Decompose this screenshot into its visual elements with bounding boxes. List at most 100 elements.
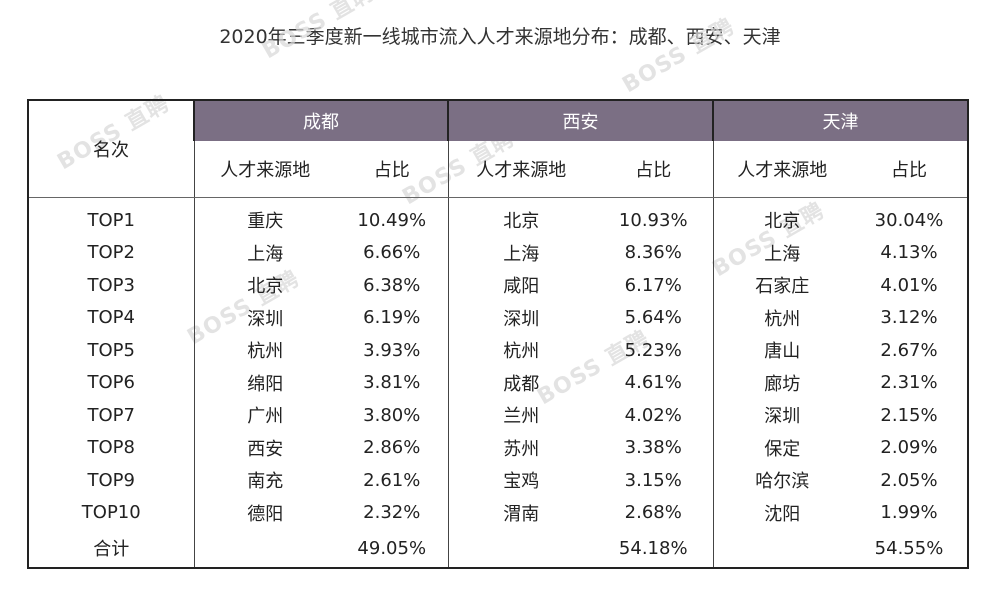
- rank-cell: TOP9: [28, 464, 195, 497]
- share-column-header: 占比: [594, 141, 713, 198]
- source-city-cell: 石家庄: [712, 269, 851, 302]
- share-cell: 2.31%: [880, 372, 938, 394]
- total-spacer: [712, 529, 851, 568]
- city-header-chengdu: 成都: [193, 100, 448, 141]
- source-city-cell: 沈阳: [712, 496, 851, 529]
- source-city-cell: 杭州: [193, 334, 336, 367]
- source-city-cell: 上海: [193, 236, 336, 269]
- share-cell: 2.32%: [363, 502, 421, 524]
- source-city-cell: 保定: [712, 431, 851, 464]
- source-city-cell: 渭南: [447, 496, 594, 529]
- source-city-cell: 重庆: [193, 197, 336, 237]
- rank-cell: TOP8: [28, 431, 195, 464]
- city-header-xian: 西安: [447, 100, 713, 141]
- rank-cell: TOP6: [28, 366, 195, 399]
- source-column-header: 人才来源地: [447, 141, 594, 198]
- source-city-cell: 上海: [447, 236, 594, 269]
- total-share-xian: 54.18%: [618, 537, 688, 559]
- rank-cell: TOP3: [28, 269, 195, 302]
- table-row: TOP3 北京 6.38% 咸阳 6.17% 石家庄 4.01%: [28, 269, 968, 302]
- table-row: TOP6 绵阳 3.81% 成都 4.61% 廊坊 2.31%: [28, 366, 968, 399]
- source-city-cell: 哈尔滨: [712, 464, 851, 497]
- source-city-cell: 南充: [193, 464, 336, 497]
- page-title: 2020年三季度新一线城市流入人才来源地分布：成都、西安、天津: [219, 26, 781, 48]
- source-city-cell: 深圳: [712, 399, 851, 432]
- source-city-cell: 深圳: [193, 301, 336, 334]
- source-city-cell: 绵阳: [193, 366, 336, 399]
- table-row: TOP1 重庆 10.49% 北京 10.93% 北京 30.04%: [28, 197, 968, 237]
- rank-cell: TOP7: [28, 399, 195, 432]
- share-cell: 5.23%: [624, 339, 682, 361]
- source-city-cell: 唐山: [712, 334, 851, 367]
- share-cell: 1.99%: [880, 502, 938, 524]
- source-city-cell: 西安: [193, 431, 336, 464]
- rank-cell: TOP10: [28, 496, 195, 529]
- rank-column-header: 名次: [28, 100, 195, 198]
- table-row: TOP10 德阳 2.32% 渭南 2.68% 沈阳 1.99%: [28, 496, 968, 529]
- table-row: TOP5 杭州 3.93% 杭州 5.23% 唐山 2.67%: [28, 334, 968, 367]
- share-cell: 5.64%: [624, 307, 682, 329]
- share-cell: 6.38%: [363, 274, 421, 296]
- share-cell: 6.66%: [363, 242, 421, 264]
- share-cell: 2.61%: [363, 469, 421, 491]
- source-city-cell: 咸阳: [447, 269, 594, 302]
- total-spacer: [447, 529, 594, 568]
- share-cell: 8.36%: [624, 242, 682, 264]
- share-cell: 3.38%: [624, 437, 682, 459]
- source-city-cell: 杭州: [447, 334, 594, 367]
- rank-cell: TOP1: [28, 197, 195, 237]
- total-label: 合计: [28, 529, 195, 568]
- share-cell: 2.86%: [363, 437, 421, 459]
- source-city-cell: 苏州: [447, 431, 594, 464]
- rank-cell: TOP5: [28, 334, 195, 367]
- source-city-cell: 深圳: [447, 301, 594, 334]
- share-cell: 2.09%: [880, 437, 938, 459]
- table-row: TOP8 西安 2.86% 苏州 3.38% 保定 2.09%: [28, 431, 968, 464]
- total-share-chengdu: 49.05%: [357, 537, 427, 559]
- share-cell: 3.15%: [624, 469, 682, 491]
- share-cell: 6.17%: [624, 274, 682, 296]
- share-cell: 10.93%: [618, 209, 688, 231]
- source-city-cell: 广州: [193, 399, 336, 432]
- share-cell: 3.81%: [363, 372, 421, 394]
- source-city-cell: 北京: [712, 197, 851, 237]
- total-row: 合计 49.05% 54.18% 54.55%: [28, 529, 968, 568]
- share-cell: 4.02%: [624, 404, 682, 426]
- city-header-tianjin: 天津: [712, 100, 968, 141]
- total-spacer: [193, 529, 336, 568]
- share-cell: 4.61%: [624, 372, 682, 394]
- share-column-header: 占比: [851, 141, 968, 198]
- share-cell: 3.93%: [363, 339, 421, 361]
- share-cell: 2.05%: [880, 469, 938, 491]
- share-cell: 3.80%: [363, 404, 421, 426]
- table-row: TOP9 南充 2.61% 宝鸡 3.15% 哈尔滨 2.05%: [28, 464, 968, 497]
- source-city-cell: 兰州: [447, 399, 594, 432]
- share-cell: 2.15%: [880, 404, 938, 426]
- source-city-cell: 宝鸡: [447, 464, 594, 497]
- share-cell: 6.19%: [363, 307, 421, 329]
- source-city-cell: 成都: [447, 366, 594, 399]
- share-cell: 2.68%: [624, 502, 682, 524]
- source-city-cell: 北京: [447, 197, 594, 237]
- source-city-cell: 德阳: [193, 496, 336, 529]
- rank-cell: TOP4: [28, 301, 195, 334]
- rank-cell: TOP2: [28, 236, 195, 269]
- share-cell: 3.12%: [880, 307, 938, 329]
- total-share-tianjin: 54.55%: [874, 537, 944, 559]
- source-city-cell: 上海: [712, 236, 851, 269]
- share-cell: 30.04%: [874, 209, 944, 231]
- table-row: TOP7 广州 3.80% 兰州 4.02% 深圳 2.15%: [28, 399, 968, 432]
- share-cell: 10.49%: [357, 209, 427, 231]
- source-city-cell: 杭州: [712, 301, 851, 334]
- share-cell: 4.13%: [880, 242, 938, 264]
- table-row: TOP2 上海 6.66% 上海 8.36% 上海 4.13%: [28, 236, 968, 269]
- table-row: TOP4 深圳 6.19% 深圳 5.64% 杭州 3.12%: [28, 301, 968, 334]
- share-column-header: 占比: [336, 141, 448, 198]
- source-city-cell: 北京: [193, 269, 336, 302]
- share-cell: 4.01%: [880, 274, 938, 296]
- source-column-header: 人才来源地: [712, 141, 851, 198]
- share-cell: 2.67%: [880, 339, 938, 361]
- source-city-cell: 廊坊: [712, 366, 851, 399]
- source-column-header: 人才来源地: [193, 141, 336, 198]
- talent-source-table: 名次 成都 西安 天津 人才来源地 占比 人才来源地 占比 人才来源地 占比 T…: [27, 99, 969, 569]
